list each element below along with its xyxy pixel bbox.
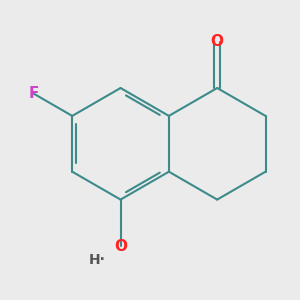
Text: F: F [28,86,38,101]
Text: O: O [211,34,224,49]
Text: O: O [114,238,127,253]
Text: H·: H· [89,253,106,267]
